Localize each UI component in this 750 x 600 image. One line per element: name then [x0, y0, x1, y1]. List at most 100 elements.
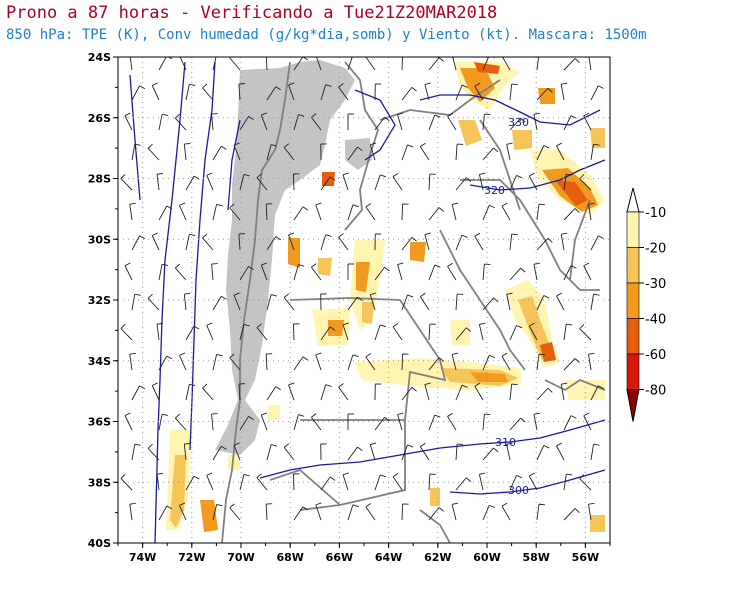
wind-barb-staff: [158, 355, 168, 371]
wind-barb-staff: [256, 327, 268, 341]
wind-barb-staff: [447, 266, 457, 281]
wind-barb-flag: [566, 323, 573, 326]
wind-barb-flag: [538, 353, 545, 356]
wind-barb-staff: [563, 324, 567, 341]
legend-swatch: [626, 282, 640, 319]
wind-barb-flag: [380, 174, 387, 178]
wind-barb-flag: [474, 82, 481, 87]
wind-barb-staff: [509, 117, 522, 131]
wind-barb-flag: [598, 85, 604, 89]
wind-barb-flag: [570, 265, 577, 269]
wind-barb-flag: [397, 262, 404, 266]
wind-barb-flag: [411, 387, 417, 392]
wind-barb-staff: [229, 357, 241, 371]
wind-barb-flag: [566, 473, 573, 476]
wind-barb-flag: [338, 83, 344, 88]
wind-barb-flag: [574, 358, 580, 363]
wind-barb-staff: [528, 325, 538, 341]
wind-barb-staff: [202, 387, 214, 401]
wind-barb-staff: [455, 294, 458, 311]
wind-barb-flag: [179, 53, 184, 55]
wind-barb-staff: [583, 415, 592, 431]
wind-barb-flag: [561, 82, 568, 85]
wind-barb-staff: [179, 355, 187, 371]
wind-barb-flag: [434, 114, 441, 118]
wind-barb-flag: [489, 354, 495, 359]
wind-barb-staff: [147, 297, 160, 311]
wind-barb-staff: [374, 474, 381, 491]
wind-barb-flag: [139, 385, 146, 390]
lat-tick-label: 40S: [88, 537, 111, 550]
wind-barb-staff: [342, 324, 349, 341]
wind-barb-flag: [189, 383, 196, 387]
wind-barb-flag: [543, 445, 550, 449]
wind-barb-staff: [536, 145, 545, 161]
wind-barb-flag: [539, 54, 545, 55]
wind-barb-flag: [533, 262, 540, 265]
wind-barb-staff: [265, 203, 268, 221]
wind-barb-flag: [484, 413, 491, 416]
wind-barb-flag: [271, 294, 278, 297]
wind-barb-staff: [455, 477, 467, 491]
wind-barb-staff: [424, 234, 430, 251]
wind-barb-flag: [574, 208, 580, 213]
wind-barb-staff: [428, 473, 431, 491]
lon-tick-label: 60W: [473, 551, 500, 564]
wind-barb-flag: [261, 262, 268, 266]
wind-barb-flag: [243, 324, 250, 327]
wind-barb-flag: [588, 502, 595, 505]
wind-barb-staff: [579, 328, 592, 341]
wind-barb-flag: [447, 112, 453, 117]
wind-barb-flag: [352, 204, 359, 208]
lon-tick-label: 74W: [129, 551, 156, 564]
wind-barb-flag: [217, 54, 223, 55]
wind-barb-flag: [134, 143, 141, 146]
wind-barb-flag: [407, 444, 414, 448]
wind-barb-staff: [392, 476, 403, 491]
wind-barb-staff: [556, 295, 565, 311]
wind-barb-staff: [455, 384, 463, 401]
wind-barb-staff: [292, 173, 295, 191]
wind-barb-flag: [438, 57, 445, 62]
lat-tick-label: 38S: [88, 476, 111, 489]
wind-barb-staff: [256, 477, 268, 491]
wind-barb-staff: [536, 504, 540, 521]
wind-barb-staff: [293, 57, 304, 71]
wind-barb-flag: [193, 325, 200, 330]
longitude-axis: 74W 72W 70W 68W 66W 64W 62W 60W 58W 56W: [117, 543, 611, 564]
wind-barb-flag: [407, 144, 414, 148]
wind-barb-flag: [229, 503, 235, 509]
wind-barb-flag: [352, 354, 359, 358]
wind-barb-staff: [320, 84, 327, 101]
wind-barb-flag: [384, 116, 390, 122]
wind-barb-staff: [147, 447, 160, 461]
wind-barb-staff: [478, 324, 484, 341]
wind-barb-flag: [516, 324, 523, 329]
wind-barb-staff: [588, 204, 592, 221]
wind-barb-flag: [397, 412, 404, 416]
wind-barb-flag: [139, 235, 146, 240]
wind-barb-staff: [174, 267, 187, 281]
map-plot-area: 330 320 310 300: [118, 53, 610, 543]
wind-barb-flag: [392, 323, 399, 328]
wind-barb-flag: [370, 142, 377, 146]
wind-barb-staff: [212, 504, 218, 521]
wind-barb-staff: [129, 204, 133, 221]
wind-barb-staff: [528, 475, 538, 491]
wind-barb-flag: [452, 202, 459, 205]
wind-barb-flag: [357, 446, 363, 451]
wind-barb-staff: [206, 325, 214, 341]
wind-barb-staff: [369, 444, 376, 461]
wind-barb-staff: [239, 116, 249, 131]
wind-barb-staff: [482, 205, 490, 221]
wind-barb-flag: [506, 142, 513, 145]
wind-barb-staff: [120, 178, 133, 191]
wind-barb-staff: [419, 146, 430, 161]
wind-barb-staff: [183, 144, 187, 161]
wind-barb-flag: [570, 115, 577, 119]
wind-barb-flag: [120, 473, 126, 479]
wind-barb-staff: [320, 176, 331, 191]
wind-barb-staff: [374, 416, 385, 431]
wind-barb-staff: [124, 265, 133, 281]
wind-barb-flag: [298, 414, 305, 417]
